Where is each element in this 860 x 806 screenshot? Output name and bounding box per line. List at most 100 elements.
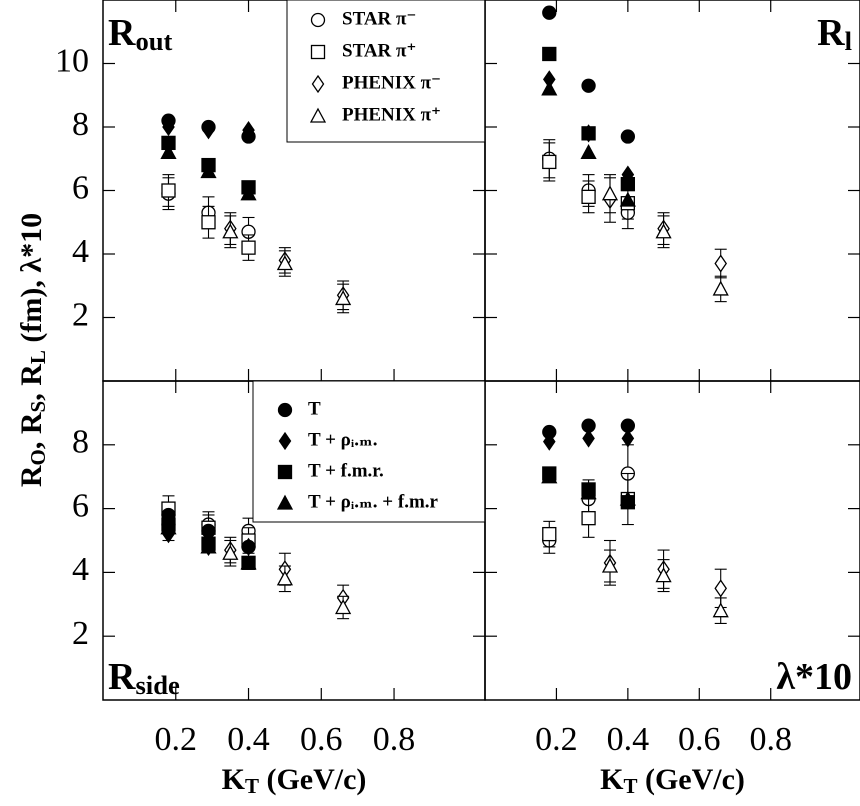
legend-label: PHENIX π⁻: [342, 72, 441, 93]
marker: [201, 523, 216, 539]
legend-box: [252, 380, 486, 523]
legend-marker: [311, 74, 325, 94]
legend-label: STAR π⁺: [342, 40, 416, 61]
marker: [581, 189, 596, 205]
marker: [200, 538, 217, 554]
y-axis-label: RO, RS, RL (fm), λ*10: [15, 213, 50, 487]
marker: [619, 490, 636, 506]
marker: [542, 526, 557, 542]
text-part: K: [222, 763, 246, 796]
legend-marker: [309, 107, 327, 123]
marker: [276, 570, 293, 586]
x-tick-label: 0.4: [607, 721, 650, 758]
x-tick-label: 0.2: [535, 721, 578, 758]
marker: [714, 254, 728, 273]
x-axis-label: KT (GeV/c): [222, 763, 367, 798]
text-part: out: [135, 26, 172, 56]
text-part: L: [26, 350, 50, 364]
y-tick-label: 6: [72, 169, 89, 206]
y-tick-label: 2: [72, 296, 89, 333]
marker: [581, 78, 596, 93]
legend-marker: [277, 402, 293, 418]
marker: [335, 290, 352, 306]
marker: [581, 511, 596, 526]
marker: [240, 554, 257, 570]
legend-label: T + ρᵢ.ₘ.: [308, 429, 378, 450]
marker: [581, 126, 596, 141]
text-part: O: [26, 449, 50, 465]
y-tick-label: 8: [72, 106, 89, 143]
x-axis-label: KT (GeV/c): [600, 763, 745, 798]
text-part: l: [845, 26, 852, 56]
marker: [240, 185, 257, 201]
marker: [714, 579, 728, 598]
marker: [160, 519, 177, 535]
marker: [276, 255, 293, 271]
panel-title: λ*10: [776, 656, 852, 698]
y-tick-label: 10: [55, 42, 89, 79]
marker: [241, 240, 256, 255]
marker: [582, 429, 595, 448]
marker: [160, 144, 177, 160]
x-tick-label: 0.2: [155, 721, 198, 758]
marker: [542, 432, 556, 451]
legend-marker: [278, 431, 292, 451]
marker: [655, 223, 672, 239]
marker: [621, 429, 635, 448]
text-part: R: [15, 465, 48, 487]
legend-label: T + ρᵢ.ₘ. + f.m.r: [308, 491, 439, 512]
y-tick-label: 6: [72, 487, 89, 524]
text-part: S: [26, 401, 50, 413]
marker: [541, 80, 558, 96]
marker: [542, 154, 557, 170]
marker: [201, 215, 216, 230]
marker: [601, 185, 619, 201]
legend-marker: [310, 44, 326, 60]
panel-frame: [484, 0, 860, 382]
legend-label: T: [308, 398, 321, 419]
legend-marker: [277, 464, 293, 480]
marker: [162, 117, 175, 137]
text-part: K: [600, 763, 624, 796]
text-part: T: [623, 774, 637, 798]
text-part: (fm), λ*10: [15, 213, 48, 350]
x-tick-label: 0.8: [749, 721, 792, 758]
marker: [222, 544, 239, 560]
text-part: R: [108, 656, 136, 698]
marker: [580, 484, 597, 500]
marker: [200, 163, 217, 179]
marker: [542, 5, 557, 20]
marker: [620, 129, 636, 144]
x-tick-label: 0.6: [678, 721, 721, 758]
panel-title: Rl: [817, 12, 852, 56]
panel-frame: [484, 380, 860, 701]
y-tick-label: 4: [72, 233, 89, 270]
legend-marker: [310, 12, 326, 28]
legend-label: STAR π⁻: [342, 8, 416, 29]
x-tick-label: 0.6: [300, 721, 343, 758]
marker: [161, 183, 176, 198]
text-part: (GeV/c): [637, 763, 744, 796]
marker: [222, 223, 239, 239]
marker: [580, 144, 597, 160]
marker: [655, 567, 672, 583]
text-part: , R: [15, 364, 48, 401]
marker: [202, 121, 215, 140]
panel-title: Rout: [108, 12, 173, 56]
text-part: (GeV/c): [259, 763, 366, 796]
legend-label: PHENIX π⁺: [342, 104, 441, 125]
marker: [601, 557, 619, 573]
panel-title: Rside: [108, 656, 180, 700]
text-part: T: [245, 774, 259, 798]
marker: [619, 191, 636, 207]
marker: [712, 602, 729, 618]
text-part: R: [817, 12, 845, 54]
x-tick-label: 0.4: [227, 721, 270, 758]
y-tick-label: 4: [72, 551, 89, 588]
text-part: , R: [15, 412, 48, 449]
marker: [712, 280, 729, 296]
marker: [620, 176, 636, 192]
marker: [542, 46, 557, 62]
legend-marker: [276, 494, 294, 510]
